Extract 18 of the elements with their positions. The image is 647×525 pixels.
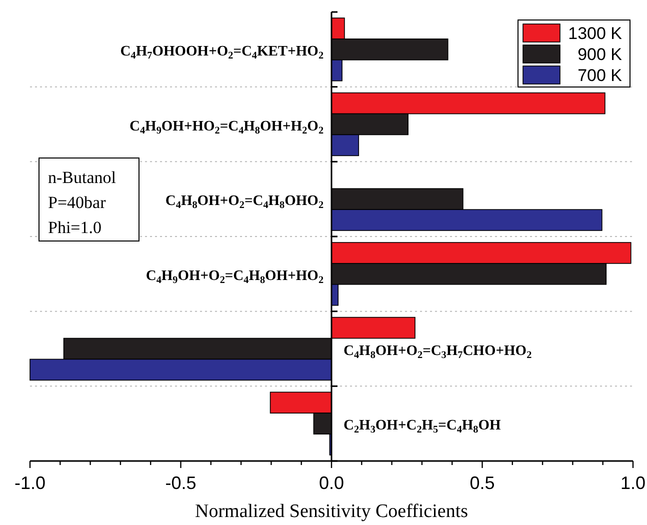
- x-tick-label: 0.5: [470, 473, 495, 493]
- category-label: C$_{4}$H$_{8}$OH+O$_{2}$=C$_{4}$H$_{8}$OHO$_{2}$: [165, 193, 324, 211]
- x-tick-label: -1.0: [14, 473, 46, 493]
- x-tick-label: 0.0: [318, 473, 344, 493]
- legend-label: 900 K: [578, 45, 623, 64]
- x-axis-title: Normalized Sensitivity Coefficients: [195, 501, 468, 522]
- category-label: C$_{2}$H$_{3}$OH+C$_{2}$H$_{5}$=C$_{4}$H$_{8}$OH: [344, 418, 501, 436]
- category-label: C$_{4}$H$_{9}$OH+HO$_{2}$=C$_{4}$H$_{8}$OH+H$_{2}$O$_{2}$: [130, 118, 324, 136]
- category-label: C$_{4}$H$_{8}$OH+O$_{2}$=C$_{3}$H$_{7}$CHO+HO$_{2}$: [344, 342, 532, 360]
- annotation: P=40bar: [48, 193, 106, 212]
- x-tick-label: -0.5: [165, 473, 196, 493]
- x-tick-label: 1.0: [620, 473, 646, 493]
- legend-label: 700 K: [578, 66, 623, 85]
- category-label: C$_{4}$H$_{9}$OH+O$_{2}$=C$_{4}$H$_{8}$OH+HO$_{2}$: [146, 268, 324, 286]
- legend-label: 1300 K: [568, 24, 623, 43]
- annotation: n-Butanol: [48, 168, 116, 187]
- category-label: C$_{4}$H$_{7}$OHOOH+O$_{2}$=C$_{4}$KET+HO$_{2}$: [120, 43, 324, 61]
- annotation: Phi=1.0: [48, 218, 102, 237]
